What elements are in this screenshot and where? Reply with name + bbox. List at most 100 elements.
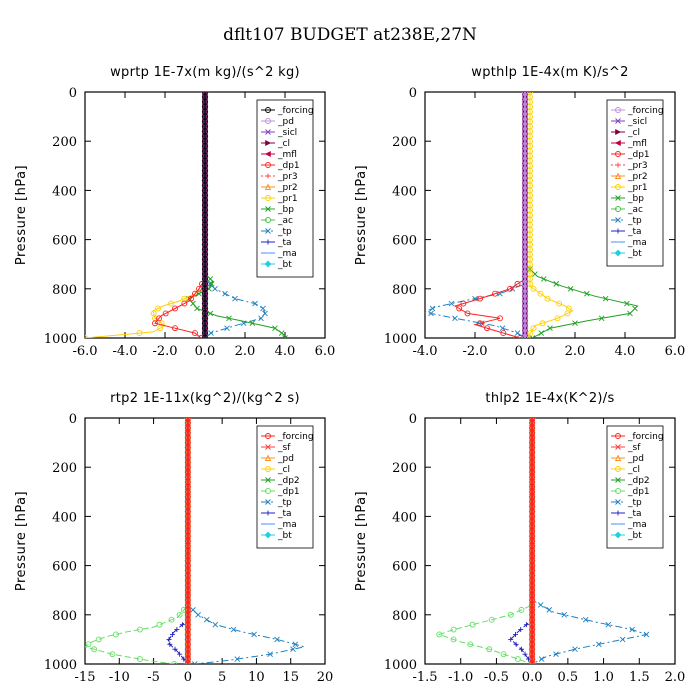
point-tp [452, 315, 458, 322]
point-tp [251, 631, 257, 638]
series-line-tp [187, 418, 305, 664]
series-line-ta [166, 418, 189, 664]
point-ta [172, 646, 178, 652]
point-dp1 [507, 285, 513, 292]
legend-marker-mfl [264, 151, 271, 157]
legend-marker-cl [615, 466, 621, 472]
point-dp1 [95, 636, 102, 643]
point-tp [258, 315, 264, 322]
point-tp [546, 607, 553, 613]
legend-box [606, 99, 664, 267]
point-dp1 [507, 611, 514, 618]
legend-marker-forcing [615, 433, 621, 439]
legend-marker-dp1 [265, 488, 271, 494]
plot-frame [424, 417, 676, 665]
legend-label: _bp [277, 205, 294, 215]
x-tick-label: -4.0 [412, 344, 437, 359]
legend-marker-ta [265, 239, 271, 245]
x-tick-label: 0.0 [515, 344, 536, 359]
legend-marker-cl [265, 140, 272, 146]
point-dp1 [460, 300, 467, 307]
point-bp [632, 305, 638, 312]
subplot-title: thlp2 1E-4x(K^2)/s [485, 391, 614, 406]
point-tp [262, 310, 268, 317]
point-ta [518, 646, 524, 652]
point-dp1 [168, 616, 175, 623]
point-ta [166, 636, 172, 642]
point-pr1 [530, 325, 537, 332]
x-tick-label: 0.0 [195, 344, 216, 359]
point-dp1 [112, 631, 119, 638]
point-dp1 [514, 280, 521, 287]
legend-marker-pr1 [615, 184, 621, 190]
legend-marker-bt [264, 260, 272, 268]
legend-label: _tp [627, 498, 642, 508]
point-dp1 [450, 636, 457, 643]
point-bp [602, 295, 609, 302]
point-dp1 [162, 310, 169, 317]
point-forcing [202, 335, 208, 338]
point-dp1 [488, 616, 495, 623]
legend-marker-forcing [615, 107, 621, 113]
point-dp1 [152, 320, 158, 327]
point-tp [212, 285, 218, 292]
legend-label: _sf [277, 443, 291, 453]
point-dp1 [91, 646, 98, 653]
legend-label: _dp2 [627, 476, 650, 486]
x-tick-label: 2.0 [565, 344, 586, 359]
legend-marker-dp1 [265, 162, 271, 168]
point-pr1 [155, 305, 161, 312]
legend-label: _sicl [277, 128, 297, 138]
legend-label: _pd [277, 117, 294, 127]
y-axis-label: Pressure [hPa] [354, 491, 369, 591]
point-dp1 [136, 626, 143, 633]
point-dp1 [176, 611, 183, 618]
legend-label: _forcing [627, 432, 664, 442]
y-tick-label: 1000 [384, 332, 417, 347]
point-dp1 [514, 656, 521, 663]
point-dp1 [192, 290, 198, 297]
point-bp [567, 285, 574, 292]
subplot-title: rtp2 1E-11x(kg^2)/(kg^2 s) [110, 391, 300, 406]
legend-marker-ta [615, 228, 621, 234]
legend-label: _bt [627, 531, 642, 541]
x-tick-label: -15 [75, 670, 96, 685]
legend-marker-ta [615, 510, 621, 516]
x-tick-label: -4.0 [112, 344, 137, 359]
chart-panel-2: wpthlp 1E-4x(m K)/s^2 Pressure [hPa] -4.0 -… [354, 65, 685, 359]
point-bp [540, 276, 547, 282]
plot-frame [424, 91, 676, 339]
point-bp [272, 325, 278, 331]
point-tp [252, 300, 258, 307]
point-dp1 [497, 315, 503, 322]
x-tick-label: 20 [317, 670, 334, 685]
legend-label: _ta [627, 509, 642, 519]
point-dp1 [156, 621, 163, 628]
series-line-tp [425, 92, 526, 338]
legend-label: _forcing [277, 432, 314, 442]
point-tp [429, 305, 436, 312]
y-tick-label: 0 [409, 412, 417, 427]
series-line-ta [509, 418, 533, 664]
x-tick-label: 10 [248, 670, 265, 685]
legend-label: _forcing [277, 106, 314, 116]
x-tick-label: -2.0 [152, 344, 177, 359]
point-pr1 [539, 320, 546, 327]
point-tp [232, 295, 238, 302]
legend-label: _bt [627, 249, 642, 259]
point-bp [194, 305, 200, 312]
point-pr1 [564, 310, 571, 317]
legend-label: _sicl [627, 117, 647, 127]
legend-label: _tp [277, 227, 292, 237]
point-ta [179, 622, 185, 628]
legend-label: _pd [627, 454, 644, 464]
legend: _forcing_sicl_cl_mfl_dp1_pr3_pr2_pr1_bp_… [606, 99, 664, 267]
point-dp1 [484, 325, 490, 332]
point-tp [260, 305, 266, 312]
point-tp [222, 290, 228, 297]
series-line-dp1 [85, 418, 189, 664]
point-forcing [522, 335, 528, 338]
point-dp1 [136, 656, 143, 663]
point-bp [584, 290, 590, 297]
legend-marker-bt [614, 531, 622, 539]
